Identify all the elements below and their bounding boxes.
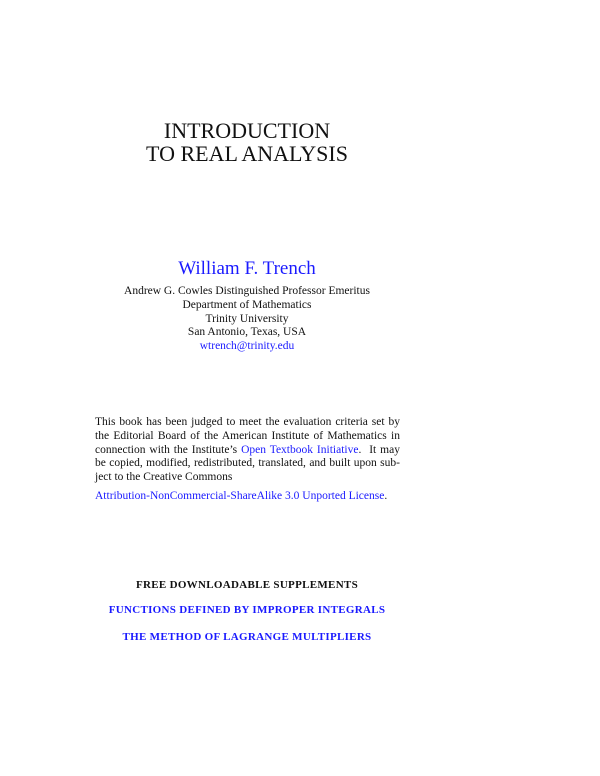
notice-line: Attribution-NonCommercial-ShareAlike 3.0… — [95, 490, 400, 504]
title-line-2: TO REAL ANALYSIS — [146, 141, 348, 166]
author-location: San Antonio, Texas, USA — [187, 326, 307, 338]
notice-text: . — [384, 489, 388, 502]
notice-line: This book has been judged to meet the ev… — [95, 416, 400, 428]
license-notice: This book has been judged to meet the ev… — [95, 416, 400, 504]
author-department: Department of Mathematics — [182, 299, 312, 311]
author-name-link[interactable]: William F. Trench — [178, 258, 316, 279]
notice-text: connection with the Institute’s — [95, 443, 242, 456]
notice-line: connection with the Institute’s Open Tex… — [95, 444, 400, 458]
cc-license-link[interactable]: Attribution-NonCommercial-ShareAlike 3.0… — [95, 489, 385, 502]
title-line-1: INTRODUCTION — [163, 118, 331, 143]
supplement-link-lagrange-multipliers[interactable]: THE METHOD OF LAGRANGE MULTIPLIERS — [122, 631, 372, 643]
supplements-heading: FREE DOWNLOADABLE SUPPLEMENTS — [135, 579, 358, 591]
notice-line: be copied, modified, redistributed, tran… — [95, 457, 400, 470]
notice-text: . It may — [358, 443, 400, 456]
supplement-link-improper-integrals[interactable]: FUNCTIONS DEFINED BY IMPROPER INTEGRALS — [108, 604, 386, 616]
open-textbook-initiative-link[interactable]: Open Textbook Initiative — [241, 443, 359, 456]
notice-line: ject to the Creative Commons — [95, 471, 233, 484]
author-email-link[interactable]: wtrench@trinity.edu — [199, 340, 295, 352]
author-position: Andrew G. Cowles Distinguished Professor… — [124, 285, 370, 297]
author-university: Trinity University — [205, 313, 289, 325]
notice-line: the Editorial Board of the American Inst… — [95, 429, 400, 442]
